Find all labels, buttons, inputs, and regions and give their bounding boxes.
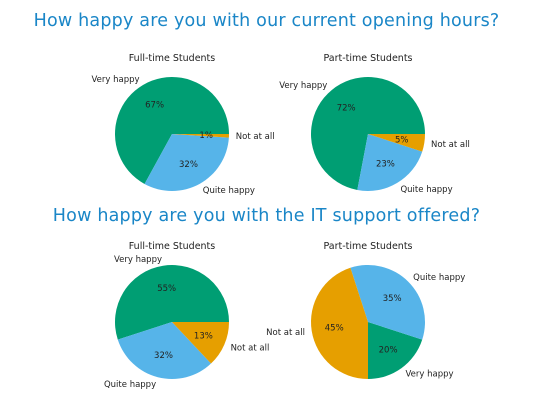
pct-label-very-happy: 20% <box>379 346 398 356</box>
pie-slice-not-at-all <box>172 322 229 364</box>
pct-label-quite-happy: 23% <box>376 159 395 169</box>
pie-title: Full-time Students <box>129 53 216 64</box>
pct-label-very-happy: 55% <box>157 284 176 294</box>
pie-slice-very-happy <box>368 322 423 379</box>
pct-label-not-at-all: 5% <box>395 135 409 145</box>
pct-label-quite-happy: 32% <box>154 351 173 361</box>
slice-label-very-happy: Very happy <box>91 75 139 85</box>
pie-slice-very-happy <box>115 265 229 340</box>
slice-label-not-at-all: Not at all <box>231 343 270 353</box>
pct-label-very-happy: 67% <box>145 101 164 111</box>
pie-title: Part-time Students <box>323 53 412 64</box>
slice-label-quite-happy: Quite happy <box>413 273 465 283</box>
pie-slice-very-happy <box>115 77 229 184</box>
pie-chart-it-full-time: Full-time Students 55% Very happy 32% Quite … <box>104 241 269 390</box>
pie-slice-very-happy <box>311 76 425 190</box>
section-title-it-support: How happy are you with the IT support of… <box>52 206 481 226</box>
slice-label-quite-happy: Quite happy <box>203 186 255 196</box>
pct-label-very-happy: 72% <box>337 104 356 114</box>
pie-chart-opening-full-time: Full-time Students 67% Very happy 32% Quite … <box>91 53 274 196</box>
pie-title: Full-time Students <box>129 241 216 252</box>
pie-slice-quite-happy <box>117 322 212 379</box>
pct-label-not-at-all: 1% <box>199 131 213 141</box>
pie-slice-not-at-all <box>311 267 368 379</box>
slice-label-quite-happy: Quite happy <box>400 185 452 195</box>
pie-title: Part-time Students <box>323 241 412 252</box>
pie-slice-quite-happy <box>357 134 423 191</box>
slice-label-quite-happy: Quite happy <box>104 380 156 390</box>
pie-slice-quite-happy <box>144 134 229 191</box>
pie-slice-not-at-all <box>172 134 229 138</box>
section-title-opening-hours: How happy are you with our current openi… <box>33 11 500 31</box>
pct-label-quite-happy: 32% <box>179 160 198 170</box>
slice-label-very-happy: Very happy <box>279 81 327 91</box>
pct-label-not-at-all: 45% <box>325 323 344 333</box>
pie-slice-not-at-all <box>368 134 425 152</box>
slice-label-not-at-all: Not at all <box>236 132 275 142</box>
slice-label-not-at-all: Not at all <box>266 328 305 338</box>
pct-label-quite-happy: 35% <box>383 294 402 304</box>
slice-label-very-happy: Very happy <box>406 370 454 380</box>
pie-chart-it-part-time: Part-time Students 20% Very happy 35% Quite … <box>266 241 465 380</box>
pie-chart-opening-part-time: Part-time Students 72% Very happy 23% Quite … <box>279 53 470 195</box>
pie-slice-quite-happy <box>350 265 425 340</box>
pct-label-not-at-all: 13% <box>194 332 213 342</box>
slice-label-not-at-all: Not at all <box>431 140 470 150</box>
slice-label-very-happy: Very happy <box>114 255 162 265</box>
